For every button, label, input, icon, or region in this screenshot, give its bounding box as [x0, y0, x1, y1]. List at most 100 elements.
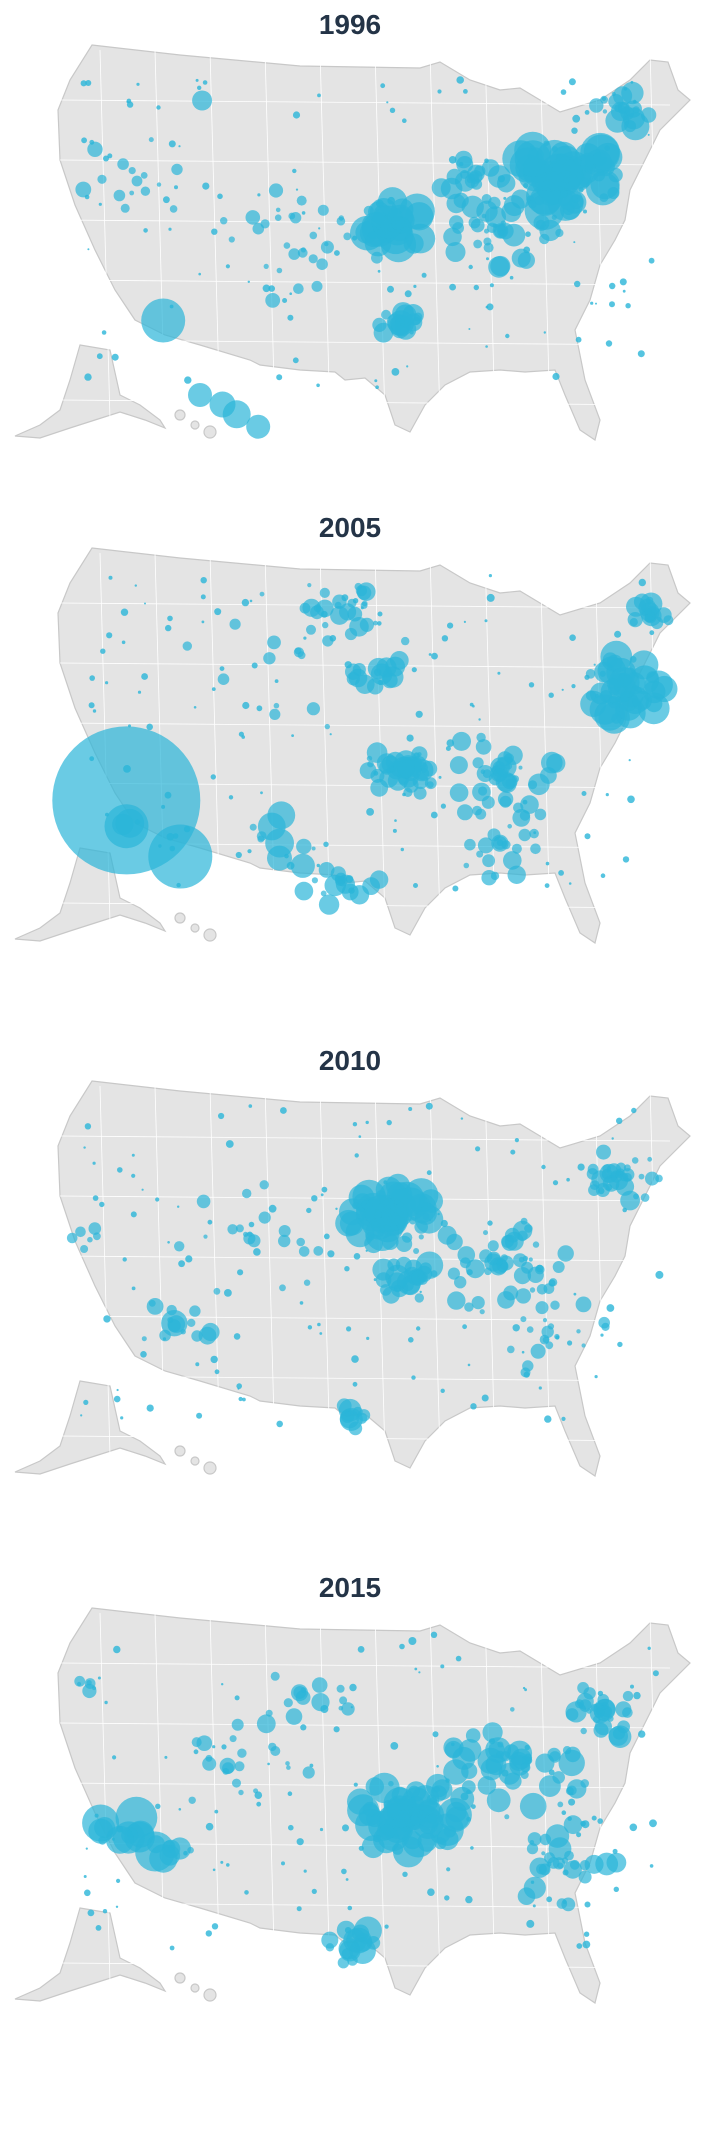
- state-border: [209, 552, 221, 924]
- bubble: [168, 140, 176, 148]
- hawaii: [203, 928, 217, 942]
- bubble: [320, 1705, 329, 1713]
- bubble: [573, 241, 576, 244]
- bubble: [445, 1806, 470, 1831]
- bubble: [279, 1284, 286, 1292]
- bubble: [577, 1682, 589, 1694]
- bubble: [570, 1792, 574, 1796]
- bubble: [584, 833, 591, 840]
- bubble: [462, 1324, 467, 1330]
- bubble: [524, 1744, 530, 1751]
- bubble: [568, 78, 576, 86]
- bubble: [473, 239, 483, 249]
- bubble: [268, 1204, 277, 1213]
- bubble: [375, 199, 384, 208]
- bubble: [549, 1751, 561, 1763]
- bubble: [232, 1778, 241, 1788]
- bubble: [226, 1863, 230, 1867]
- bubble: [366, 755, 373, 762]
- bubble: [353, 1782, 358, 1787]
- bubble: [486, 257, 489, 261]
- bubble: [632, 106, 640, 114]
- state-border: [264, 49, 276, 421]
- bubble: [444, 1895, 450, 1901]
- bubble: [622, 1707, 633, 1718]
- bubble: [141, 673, 149, 680]
- bubble: [296, 195, 307, 206]
- bubble: [120, 1416, 124, 1420]
- panel-title: 2010: [319, 1045, 381, 1076]
- bubble: [87, 1236, 93, 1243]
- bubble: [638, 578, 646, 587]
- bubble: [503, 195, 525, 217]
- state-border: [59, 1435, 671, 1442]
- bubble: [602, 109, 608, 114]
- bubble: [581, 791, 587, 796]
- bubble: [417, 1788, 421, 1791]
- bubble: [452, 731, 471, 751]
- bubble: [327, 1250, 335, 1258]
- bubble: [342, 1824, 349, 1832]
- bubble: [470, 1846, 474, 1850]
- bubble: [595, 302, 597, 305]
- bubble: [259, 1180, 269, 1190]
- bubble: [393, 1810, 411, 1828]
- bubble: [481, 1394, 489, 1402]
- bubble: [85, 80, 92, 86]
- bubble: [134, 584, 137, 587]
- bubble: [184, 376, 192, 384]
- map-panel: 1996: [14, 9, 691, 441]
- bubble: [120, 608, 129, 616]
- state-border: [374, 552, 386, 924]
- bubble: [334, 601, 342, 609]
- bubble: [484, 158, 489, 164]
- bubble: [488, 256, 510, 278]
- bubble: [402, 118, 407, 123]
- bubble: [92, 1686, 97, 1691]
- bubble: [84, 1889, 91, 1897]
- bubble: [453, 192, 469, 208]
- bubble: [417, 1810, 427, 1820]
- bubble: [489, 283, 494, 288]
- bubble: [566, 1785, 577, 1796]
- state-border: [209, 1085, 221, 1457]
- bubble: [619, 1172, 629, 1182]
- bubble: [594, 1375, 598, 1379]
- bubble: [372, 317, 387, 332]
- bubble: [172, 833, 179, 839]
- bubble: [487, 828, 501, 842]
- bubble: [528, 682, 535, 688]
- bubble: [155, 1197, 160, 1202]
- bubble: [80, 1245, 89, 1253]
- bubble: [253, 1248, 261, 1256]
- bubble: [196, 1194, 211, 1209]
- bubble: [512, 1324, 520, 1332]
- bubble: [633, 1193, 639, 1200]
- state-border: [59, 1135, 671, 1142]
- bubble: [319, 1827, 324, 1832]
- bubble: [99, 1201, 105, 1208]
- bubble: [335, 1207, 338, 1210]
- bubble: [568, 882, 572, 885]
- state-border: [154, 1085, 166, 1457]
- bubble: [406, 365, 409, 368]
- bubble: [141, 298, 186, 343]
- bubble: [519, 810, 531, 821]
- bubble: [612, 1848, 618, 1854]
- bubble: [238, 1396, 243, 1402]
- bubble: [424, 777, 437, 790]
- bubble: [120, 203, 130, 213]
- bubble: [210, 774, 216, 780]
- bubble: [339, 603, 357, 621]
- bubble: [365, 1249, 368, 1252]
- bubble: [482, 854, 495, 868]
- bubble: [159, 1329, 171, 1342]
- state-border: [59, 1722, 671, 1729]
- hawaii: [174, 409, 186, 421]
- bubble: [530, 1343, 546, 1359]
- bubble: [561, 1416, 566, 1421]
- bubble: [84, 194, 90, 200]
- bubble: [287, 1791, 293, 1796]
- bubble: [538, 1386, 542, 1390]
- bubble: [303, 1869, 307, 1873]
